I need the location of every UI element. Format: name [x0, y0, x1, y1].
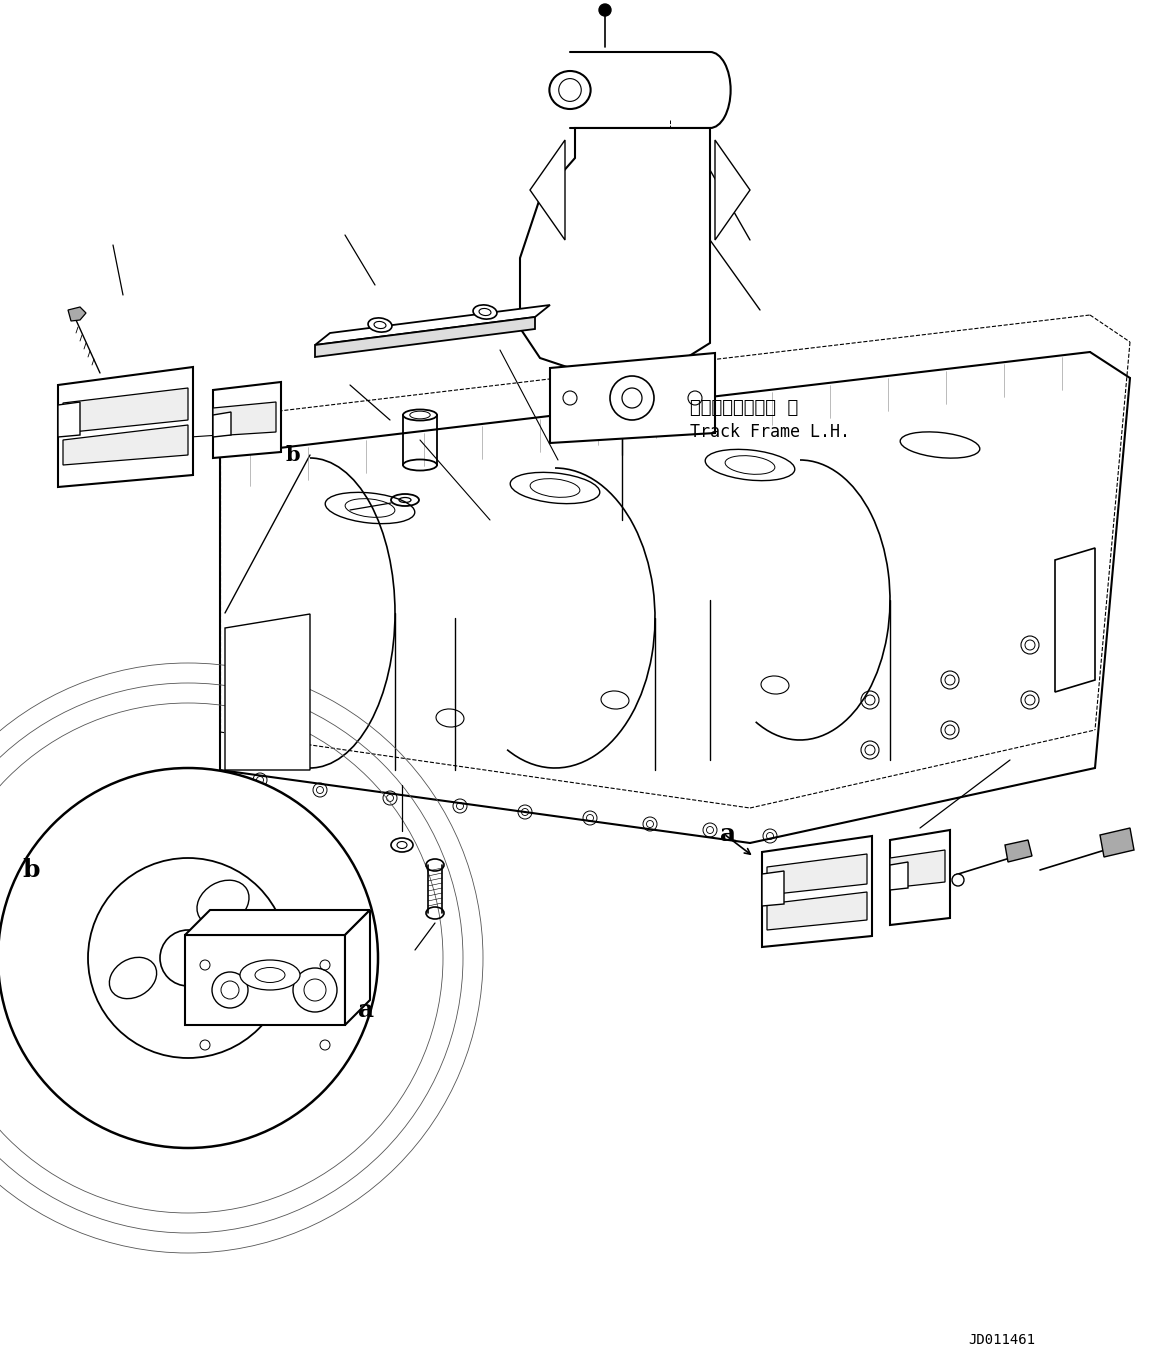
- Text: トラックフレーム  左: トラックフレーム 左: [690, 399, 798, 417]
- Polygon shape: [58, 402, 80, 438]
- Circle shape: [599, 4, 611, 16]
- Polygon shape: [1100, 827, 1134, 858]
- Polygon shape: [890, 862, 908, 890]
- Polygon shape: [63, 388, 188, 434]
- Ellipse shape: [549, 71, 591, 108]
- Circle shape: [293, 969, 337, 1013]
- Ellipse shape: [240, 960, 300, 991]
- Polygon shape: [185, 910, 370, 934]
- Ellipse shape: [558, 78, 582, 102]
- Text: a: a: [720, 822, 736, 847]
- Circle shape: [0, 768, 378, 1148]
- Polygon shape: [185, 934, 345, 1025]
- Text: b: b: [286, 445, 300, 465]
- Polygon shape: [213, 381, 281, 458]
- Polygon shape: [1055, 547, 1096, 691]
- Text: Track Frame L.H.: Track Frame L.H.: [690, 423, 850, 440]
- Circle shape: [952, 874, 964, 886]
- Polygon shape: [550, 353, 715, 443]
- Polygon shape: [58, 366, 193, 487]
- Polygon shape: [63, 425, 188, 465]
- Polygon shape: [762, 836, 872, 947]
- Circle shape: [160, 930, 216, 986]
- Polygon shape: [890, 830, 950, 925]
- Circle shape: [611, 376, 654, 420]
- Ellipse shape: [473, 305, 497, 320]
- Polygon shape: [67, 307, 86, 321]
- Polygon shape: [1005, 840, 1032, 862]
- Polygon shape: [715, 140, 750, 240]
- Ellipse shape: [197, 881, 249, 926]
- Text: JD011461: JD011461: [968, 1334, 1035, 1347]
- Circle shape: [212, 971, 248, 1008]
- Polygon shape: [768, 853, 866, 895]
- Text: b: b: [22, 858, 40, 882]
- Polygon shape: [315, 317, 535, 357]
- Polygon shape: [315, 305, 550, 344]
- Polygon shape: [224, 615, 311, 770]
- Circle shape: [88, 858, 288, 1058]
- Polygon shape: [530, 140, 565, 240]
- Polygon shape: [768, 892, 866, 930]
- Ellipse shape: [109, 958, 157, 999]
- Text: a: a: [358, 997, 374, 1022]
- Polygon shape: [890, 851, 946, 888]
- Polygon shape: [520, 128, 709, 379]
- Polygon shape: [345, 910, 370, 1025]
- Polygon shape: [213, 402, 276, 436]
- Polygon shape: [213, 412, 231, 438]
- Polygon shape: [762, 871, 784, 906]
- Ellipse shape: [368, 318, 392, 332]
